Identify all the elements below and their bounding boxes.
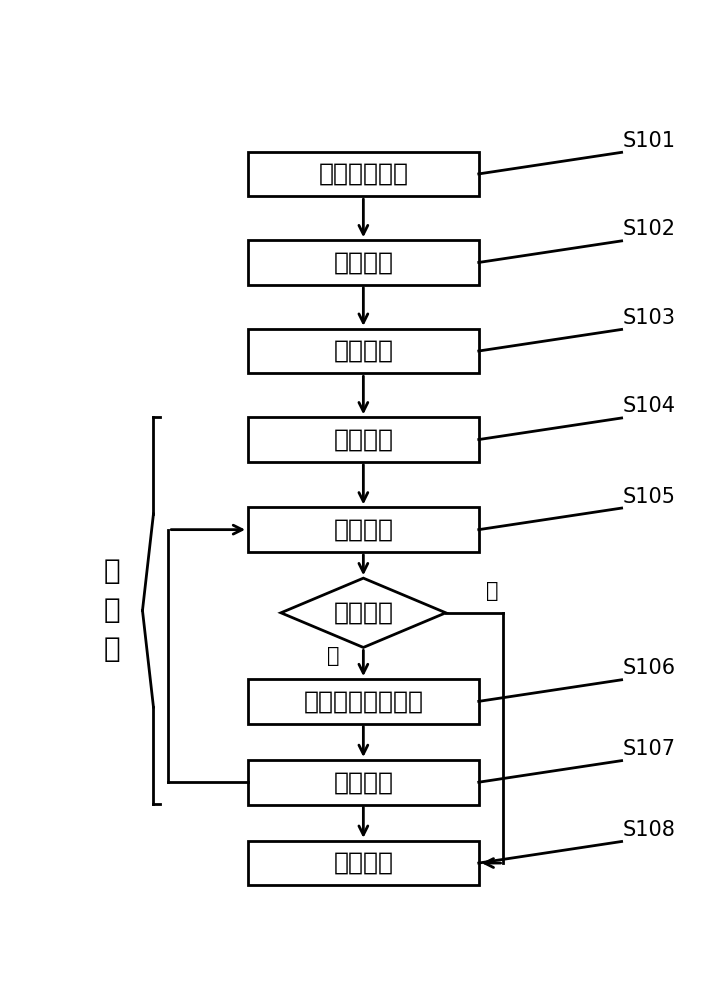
Bar [248,760,479,805]
Text: S108: S108 [623,820,676,840]
Text: S106: S106 [623,658,676,678]
Bar [248,507,479,552]
Text: S103: S103 [623,308,676,328]
Bar [248,841,479,885]
Text: 加工完成: 加工完成 [333,851,393,875]
Text: 精
加
工: 精 加 工 [104,557,120,663]
Text: 孔系建模: 孔系建模 [333,250,393,274]
Text: S101: S101 [623,131,676,151]
Bar [248,152,479,196]
Text: 形位精度分析: 形位精度分析 [318,162,408,186]
Bar [248,240,479,285]
Bar [248,679,479,724]
Text: S105: S105 [623,487,676,507]
Text: S104: S104 [623,396,676,416]
Text: 是: 是 [486,581,498,601]
Text: S102: S102 [623,219,676,239]
Text: 前序加工: 前序加工 [333,339,393,363]
Bar [248,329,479,373]
Text: 否: 否 [327,646,340,666]
Bar [248,417,479,462]
Text: 补偿加工: 补偿加工 [333,770,393,794]
Text: 切削加工: 切削加工 [333,428,393,452]
Text: 精度检测: 精度检测 [333,518,393,542]
Text: S107: S107 [623,739,676,759]
Polygon shape [281,578,446,647]
Text: 是否合格: 是否合格 [333,601,393,625]
Text: 误差综合修正算法: 误差综合修正算法 [303,689,423,713]
